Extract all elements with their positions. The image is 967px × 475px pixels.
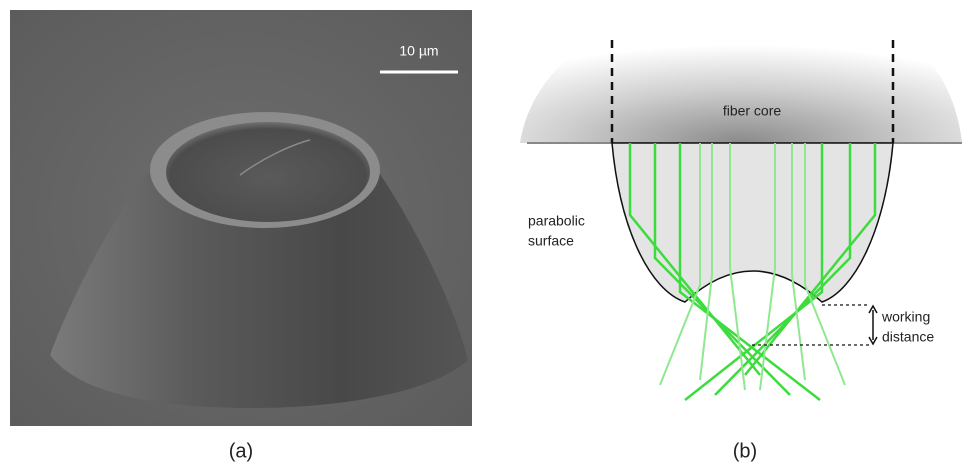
parabolic-label: parabolic (528, 213, 585, 229)
parabolic-label: surface (528, 233, 574, 249)
panel-label: (a) (229, 440, 253, 462)
working-distance-label: distance (882, 329, 934, 345)
diagram: fiber core parabolic surface working dis… (520, 12, 962, 400)
panel-label: (b) (733, 440, 757, 462)
page: 10 µm (a) fiber core parabolic (0, 0, 967, 470)
figure: 10 µm (a) fiber core parabolic (0, 0, 967, 470)
working-distance-label: working (881, 309, 930, 325)
fiber-core-label: fiber core (723, 103, 782, 119)
sem-image: 10 µm (10, 10, 472, 426)
scale-bar-label: 10 µm (399, 43, 438, 59)
